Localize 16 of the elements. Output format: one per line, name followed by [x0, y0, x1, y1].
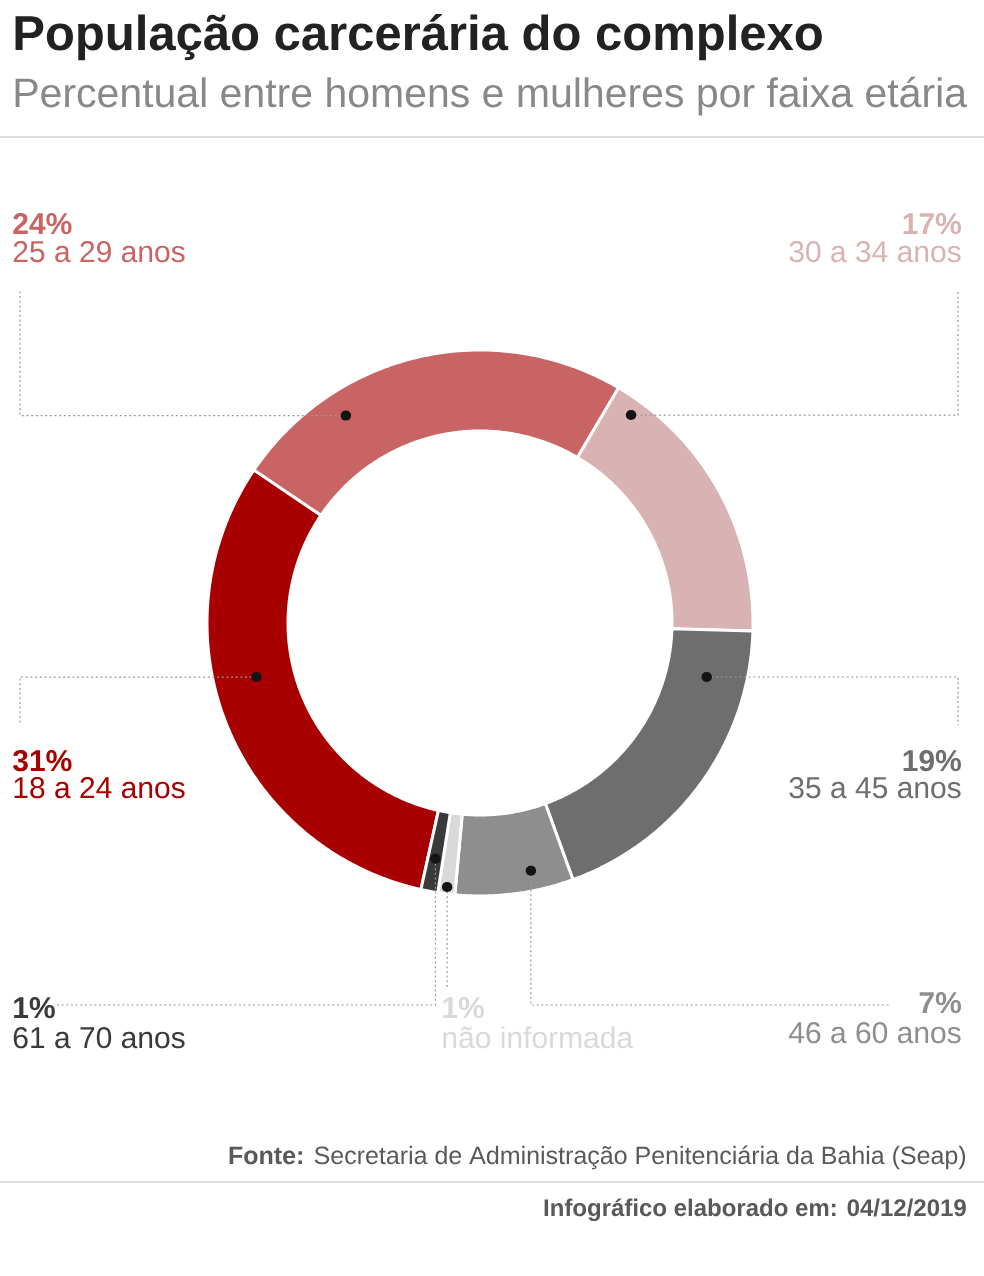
- slice-label: 25 a 29 anos: [13, 241, 185, 263]
- slice-label: 30 a 34 anos: [789, 241, 961, 263]
- text: Fonte: Secretaria de Administração Penitenciária da Bahia (Seap): [229, 1145, 966, 1170]
- chart-subtitle: Percentual entre homens e mulheres por faixa etária: [15, 76, 968, 116]
- data-label: 31%: [12, 750, 72, 772]
- slice-label: 18 a 24 anos: [14, 777, 185, 799]
- slice-label: 35 a 45 anos: [789, 777, 961, 799]
- data-label: 19%: [903, 750, 961, 772]
- data-label: 1%: [14, 997, 55, 1019]
- slice-label: 61 a 70 anos: [13, 1027, 185, 1049]
- data-label: 7%: [919, 992, 961, 1014]
- data-label: 17%: [903, 213, 961, 235]
- chart-title: População carcerária do complexo: [15, 14, 822, 61]
- data-label: 24%: [13, 213, 72, 235]
- slice-label: 46 a 60 anos: [788, 1022, 961, 1044]
- text: Infográfico elaborado em: 04/12/2019: [544, 1198, 966, 1222]
